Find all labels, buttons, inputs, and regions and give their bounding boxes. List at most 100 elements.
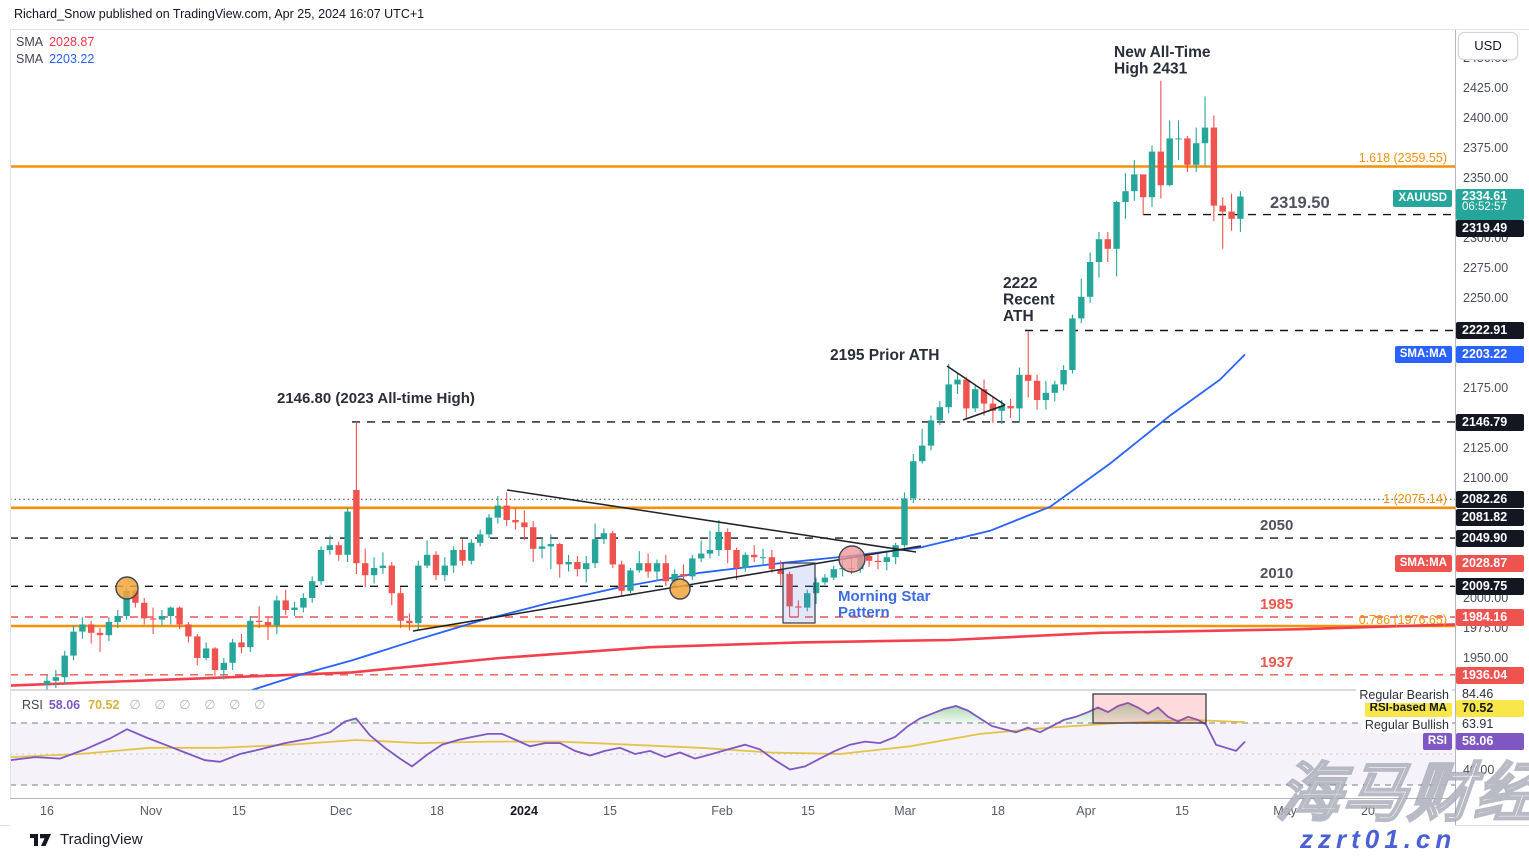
time-tick: 18 <box>991 804 1005 818</box>
rsi-line <box>10 701 1246 771</box>
candle-body <box>220 662 227 670</box>
annotation-level-2050-note: 2050 <box>1260 517 1293 534</box>
candle-body <box>804 593 811 608</box>
candle-body <box>105 622 113 636</box>
candle-body <box>1078 296 1085 319</box>
divergence-label: Regular Bullish <box>1361 717 1452 733</box>
candle-body <box>185 624 192 637</box>
candle-body <box>1166 138 1173 186</box>
morning-star-highlight-rect <box>782 562 816 624</box>
candle-body <box>521 522 528 528</box>
level-badge-2081: 2081.82 <box>1456 509 1524 526</box>
level-badge-2082: 2082.26 <box>1456 491 1524 508</box>
candle-body <box>1140 174 1147 198</box>
candle-body <box>689 558 696 577</box>
candle-body <box>512 520 519 523</box>
candle-body <box>1104 239 1111 249</box>
rsi-pane <box>10 693 1455 786</box>
trendline <box>962 404 1006 421</box>
candle-body <box>238 642 245 648</box>
time-tick: 15 <box>1175 804 1189 818</box>
divergence-label: Regular Bearish <box>1356 687 1452 703</box>
price-tick: 2125.00 <box>1463 441 1509 455</box>
candle-body <box>980 389 988 404</box>
candle-body <box>883 557 890 562</box>
sma-slow-label: SMA <box>16 35 44 49</box>
time-tick: 15 <box>801 804 815 818</box>
candle-body <box>123 590 130 616</box>
tradingview-logo-icon <box>30 833 51 846</box>
candlestick-series <box>43 80 1244 690</box>
candle-body <box>821 577 829 583</box>
candle-body <box>423 554 431 566</box>
candle-body <box>88 624 95 633</box>
candle-body <box>485 517 493 535</box>
candle-body <box>768 557 776 570</box>
candle-body <box>211 648 219 670</box>
watermark-chinese: 海马财经 <box>1273 756 1529 830</box>
time-tick: 2024 <box>510 804 538 818</box>
candle-body <box>715 532 722 550</box>
candle-body <box>459 550 466 561</box>
rsi-label: RSI <box>22 698 43 712</box>
candle-body <box>830 569 837 578</box>
rsi-bearish-divergence-box <box>1092 693 1207 724</box>
level-badge-2009: 2009.75 <box>1456 578 1524 595</box>
level-badge-1936: 1936.04 <box>1456 667 1524 684</box>
candle-body <box>1007 406 1014 409</box>
time-tick: Mar <box>894 804 916 818</box>
candle-body <box>362 563 369 576</box>
candle-body <box>742 554 749 568</box>
candle-body <box>591 539 599 564</box>
divergence-value: 84.46 <box>1462 687 1494 701</box>
currency-toggle-button[interactable]: USD <box>1458 32 1518 60</box>
candle-body <box>653 563 661 572</box>
candle-body <box>1175 138 1182 140</box>
candle-body <box>202 648 210 658</box>
candle-body <box>468 542 475 561</box>
rsi-overbought-fill <box>342 718 360 723</box>
tradingview-footer[interactable]: TradingView <box>30 831 143 848</box>
candle-body <box>945 384 952 408</box>
candle-body <box>1157 151 1164 186</box>
candle-body <box>317 550 325 582</box>
candle-body <box>415 565 422 624</box>
candle-body <box>989 403 997 411</box>
candle-body <box>1060 370 1067 385</box>
candle-body <box>450 550 457 566</box>
time-tick: Feb <box>711 804 733 818</box>
candle-body <box>291 607 298 610</box>
candle-body <box>309 581 316 598</box>
candle-body <box>43 680 51 685</box>
price-tick: 2350.00 <box>1463 171 1509 185</box>
annotation-ath-2023-note: 2146.80 (2023 All-time High) <box>277 390 475 407</box>
sma-legend: SMA 2028.87 SMA 2203.22 <box>16 34 94 68</box>
candle-body <box>1113 202 1120 249</box>
rsi-ma-badge-chip: RSI-based MA <box>1364 700 1452 717</box>
candle-body <box>786 574 793 607</box>
candle-body <box>972 389 979 409</box>
candle-body <box>751 554 758 558</box>
candle-body <box>706 550 714 554</box>
tradingview-brand-text: TradingView <box>60 831 143 848</box>
trendline <box>506 489 917 553</box>
close-badge: 2319.49 <box>1456 220 1524 237</box>
level-badge-1984: 1984.16 <box>1456 609 1524 626</box>
candle-body <box>724 532 731 550</box>
candle-body <box>574 562 581 570</box>
time-tick: 20 <box>1361 804 1375 818</box>
candle-body <box>865 556 873 561</box>
candle-body <box>954 379 961 385</box>
candle-body <box>1201 127 1209 144</box>
candle-body <box>114 616 121 622</box>
time-axis[interactable]: 16 Nov 15 Dec 18 2024 15 Feb 15 Mar 18 Apr 15 May 20 <box>10 798 1455 826</box>
candle-body <box>1025 374 1032 381</box>
sma-slow-legend-row: SMA 2028.87 <box>16 34 94 51</box>
candle-body <box>936 407 943 421</box>
candle-body <box>698 553 705 559</box>
divergence-value: 63.91 <box>1462 717 1494 731</box>
current-price-badge: 2334.61 06:52:57 <box>1456 189 1524 220</box>
candle-body <box>1033 380 1041 400</box>
